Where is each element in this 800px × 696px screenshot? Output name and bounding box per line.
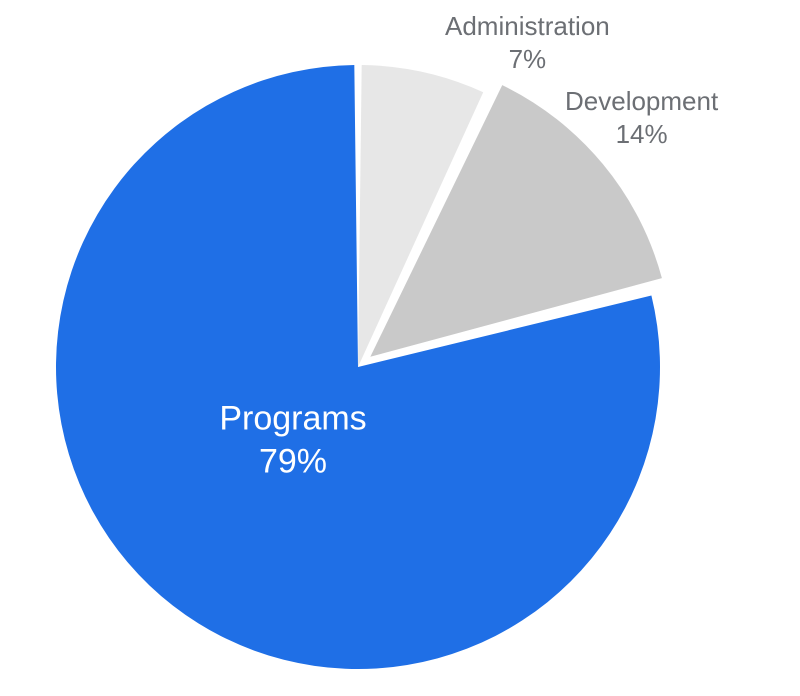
slice-label-development-name: Development <box>565 85 718 118</box>
pie-chart: Administration 7% Development 14% Progra… <box>0 0 800 696</box>
slice-label-programs-value: 79% <box>219 440 366 483</box>
slice-label-development: Development 14% <box>565 85 718 150</box>
slice-label-development-value: 14% <box>565 118 718 151</box>
slice-label-programs-name: Programs <box>219 398 366 441</box>
slice-label-administration: Administration 7% <box>445 10 610 75</box>
slice-label-programs: Programs 79% <box>219 398 366 483</box>
slice-label-administration-value: 7% <box>445 43 610 76</box>
slice-label-administration-name: Administration <box>445 10 610 43</box>
